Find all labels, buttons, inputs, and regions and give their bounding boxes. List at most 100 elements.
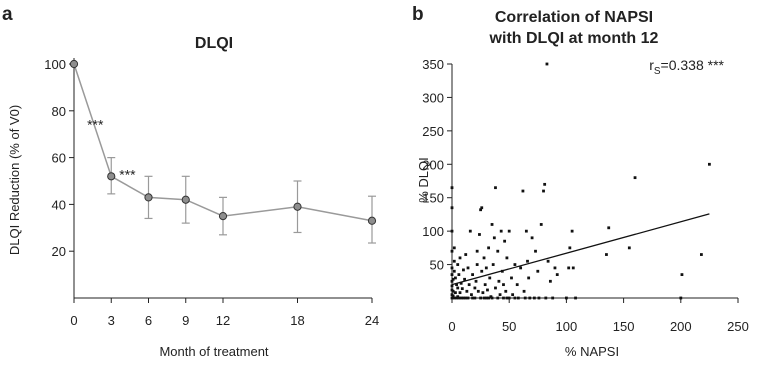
panel-b-scatter-point bbox=[452, 296, 456, 300]
panel-b-scatter-point bbox=[450, 273, 454, 276]
panel-b-scatter-point bbox=[450, 279, 454, 283]
panel-a-x-tick-label: 0 bbox=[70, 313, 77, 328]
panel-b-scatter-point bbox=[456, 286, 460, 290]
panel-b-scatter-point bbox=[496, 296, 500, 300]
panel-a-data-point bbox=[218, 212, 228, 221]
panel-b-scatter-point bbox=[452, 269, 456, 273]
panel-b-scatter-point bbox=[528, 296, 532, 300]
panel-b-scatter-point bbox=[479, 208, 482, 212]
panel-b-scatter-point bbox=[466, 266, 470, 270]
panel-b-scatter-point bbox=[460, 287, 464, 291]
panel-b-trendline bbox=[451, 213, 710, 286]
panel-b-scatter-point bbox=[708, 162, 711, 166]
panel-b-x-tick-label: 150 bbox=[613, 319, 635, 334]
panel-b-scatter-point bbox=[505, 296, 509, 300]
panel-a-y-tick-label: 60 bbox=[52, 151, 66, 166]
panel-b-xlabel: % NAPSI bbox=[565, 344, 619, 359]
panel-b-scatter-point bbox=[567, 266, 571, 270]
panel-b-scatter-point bbox=[458, 256, 462, 260]
panel-a-xlabel: Month of treatment bbox=[159, 344, 268, 359]
panel-b-y-tick-label: 250 bbox=[422, 124, 444, 139]
panel-b-scatter-point bbox=[455, 283, 458, 287]
panel-b-scatter-point bbox=[471, 273, 474, 276]
panel-b-scatter-point bbox=[457, 273, 461, 276]
panel-b-scatter-point bbox=[516, 296, 520, 300]
panel-b-scatter-point bbox=[574, 296, 577, 300]
panel-b-stat-subscript: S bbox=[654, 66, 661, 77]
panel-b-scatter-point bbox=[451, 277, 455, 281]
panel-b-scatter-point bbox=[498, 293, 502, 297]
panel-b-scatter-point bbox=[544, 296, 548, 300]
panel-b-scatter-point bbox=[456, 263, 460, 266]
panel-b-scatter-point bbox=[487, 296, 491, 300]
panel-b-scatter-point bbox=[494, 286, 497, 290]
panel-b-scatter-point bbox=[546, 259, 550, 263]
panel-b-scatter-point bbox=[505, 256, 509, 260]
panel-b-scatter-point bbox=[503, 239, 507, 243]
panel-b-scatter-point bbox=[490, 296, 494, 300]
panel-b-scatter-point bbox=[450, 266, 454, 270]
panel-a-y-tick-label: 20 bbox=[52, 244, 66, 259]
panel-b-scatter-point bbox=[479, 296, 482, 300]
panel-b-scatter-point bbox=[504, 289, 508, 293]
panel-a-data-point bbox=[107, 172, 116, 181]
panel-b-marks: 0 50 100 150 200 250 50 100 150 200 250 300 350 bbox=[422, 57, 749, 334]
panel-a-x-tick-label: 6 bbox=[145, 313, 152, 328]
panel-b-scatter-point bbox=[511, 293, 515, 297]
panel-b-scatter-point bbox=[499, 229, 503, 233]
panel-b-x-tick-label: 50 bbox=[502, 319, 516, 334]
panel-b-scatter-point bbox=[492, 236, 496, 240]
panel-b-scatter-point bbox=[607, 226, 611, 230]
panel-b-scatter-point bbox=[480, 206, 484, 210]
panel-b-scatter-point bbox=[475, 263, 479, 266]
panel-b-scatter-point bbox=[537, 296, 541, 300]
panel-b-scatter-point bbox=[466, 296, 470, 300]
panel-b-scatter-point bbox=[532, 296, 536, 300]
panel-b-y-tick-label: 50 bbox=[430, 258, 444, 273]
panel-b-scatter-point bbox=[450, 206, 454, 210]
panel-b-scatter-point bbox=[450, 284, 454, 288]
panel-b-scatter-point bbox=[473, 286, 477, 290]
panel-b-scatter-point bbox=[486, 288, 489, 292]
panel-b-scatter-point bbox=[527, 276, 531, 280]
panel-b-scatter-point bbox=[496, 249, 500, 253]
panel-b-scatter-point bbox=[513, 296, 517, 300]
panel-b-scatter-point bbox=[680, 273, 684, 276]
panel-b-scatter-point bbox=[465, 289, 469, 293]
panel-b-scatter-point bbox=[521, 189, 525, 193]
panel-b-letter: b bbox=[412, 4, 424, 25]
panel-b-scatter-point bbox=[605, 253, 608, 256]
panel-b-scatter-point bbox=[452, 259, 456, 263]
panel-b-scatter-point bbox=[534, 249, 537, 253]
panel-b-scatter-point bbox=[491, 263, 495, 266]
panel-b-x-tick-label: 250 bbox=[727, 319, 749, 334]
panel-b-scatter-point bbox=[473, 296, 477, 300]
panel-b-scatter-point bbox=[494, 186, 497, 190]
panel-a-letter: a bbox=[2, 4, 13, 25]
panel-b-scatter-point bbox=[490, 223, 494, 226]
panel-b-stat-prefix: r bbox=[649, 57, 654, 73]
panel-b-scatter-point bbox=[502, 283, 505, 287]
panel-b-scatter-point bbox=[471, 296, 474, 300]
panel-b-scatter-point bbox=[480, 269, 484, 273]
panel-b-scatter-point bbox=[475, 249, 479, 253]
panel-a-significance-annotation: *** bbox=[87, 117, 104, 133]
panel-b-x-tick-label: 0 bbox=[448, 319, 455, 334]
panel-b-scatter-point bbox=[462, 296, 465, 300]
panel-b-scatter-point bbox=[478, 233, 481, 236]
panel-b-scatter-point bbox=[458, 291, 462, 295]
panel-b-scatter-point bbox=[497, 279, 501, 283]
panel-b-scatter-point bbox=[470, 293, 473, 297]
panel-a-data-point bbox=[367, 216, 377, 225]
panel-b-title-line-1: Correlation of NAPSI bbox=[495, 9, 653, 26]
panel-b-scatter-point bbox=[523, 296, 527, 300]
panel-a-x-tick-label: 24 bbox=[365, 313, 379, 328]
panel-a-y-tick-label: 40 bbox=[52, 197, 66, 212]
panel-a-data-point bbox=[293, 202, 302, 211]
panel-b-scatter-point bbox=[526, 259, 529, 263]
panel-b-scatter-point bbox=[542, 189, 545, 193]
panel-b-scatter-point bbox=[450, 249, 454, 253]
panel-b-scatter-point bbox=[482, 256, 486, 260]
